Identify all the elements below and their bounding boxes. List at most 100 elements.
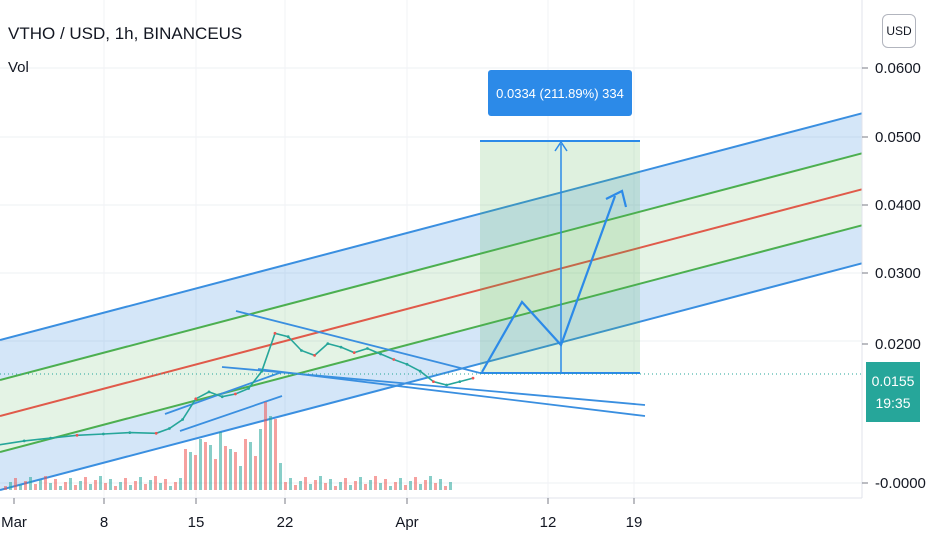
volume-bar-64 [324, 483, 327, 490]
price-point-9 [194, 397, 198, 401]
volume-bar-71 [359, 477, 362, 490]
channel-band-lower [0, 225, 862, 490]
price-point-4 [102, 432, 105, 436]
volume-bar-54 [274, 419, 277, 490]
price-point-25 [405, 362, 409, 366]
projection-arrow-head [605, 189, 628, 208]
volume-bar-84 [424, 480, 427, 490]
volume-bar-22 [114, 486, 117, 490]
bar-countdown: 19:35 [875, 395, 911, 411]
volume-bar-51 [259, 429, 262, 490]
price-point-24 [392, 358, 396, 361]
volume-bar-55 [279, 463, 282, 490]
volume-bar-19 [99, 476, 102, 490]
volume-bar-31 [159, 483, 162, 490]
volume-bar-53 [269, 416, 272, 490]
currency-button[interactable]: USD [882, 14, 916, 48]
symbol-title: VTHO / USD, 1h, BINANCEUS [8, 24, 243, 43]
price-point-6 [154, 431, 158, 435]
volume-bar-32 [164, 479, 167, 490]
volume-bar-41 [209, 445, 212, 490]
volume-bar-62 [314, 480, 317, 490]
volume-bar-86 [434, 483, 437, 490]
volume-bar-39 [199, 439, 202, 490]
volume-bar-56 [284, 482, 287, 490]
volume-bar-59 [299, 481, 302, 490]
y-tick-label-1: 0.0500 [875, 129, 921, 146]
volume-bar-58 [294, 485, 297, 490]
volume-bar-50 [254, 456, 257, 490]
volume-bar-82 [414, 477, 417, 490]
price-point-3 [75, 433, 79, 437]
volume-bar-37 [189, 452, 192, 490]
y-tick-label-2: 0.0400 [875, 197, 921, 214]
measure-arrow-head [554, 140, 568, 152]
last-price-tag: 0.0155 19:35 [866, 362, 920, 422]
price-point-27 [432, 380, 435, 383]
trendline-3 [164, 371, 283, 415]
price-point-15 [273, 331, 277, 335]
volume-bar-15 [79, 481, 82, 490]
volume-bar-0 [4, 486, 7, 490]
price-point-10 [207, 390, 211, 394]
volume-bar-76 [384, 479, 387, 490]
x-tick-label-5: 12 [540, 514, 557, 531]
volume-bar-85 [429, 476, 432, 490]
volume-bar-18 [94, 480, 97, 490]
volume-bar-16 [84, 477, 87, 490]
volume-bar-66 [334, 486, 337, 490]
volume-bar-29 [149, 480, 152, 490]
price-point-11 [220, 395, 224, 399]
volume-bar-7 [39, 480, 42, 490]
y-tick-label-4: 0.0200 [875, 336, 921, 353]
volume-bar-9 [49, 483, 52, 490]
volume-bar-27 [139, 477, 142, 490]
price-point-23 [379, 352, 382, 356]
trendline-2 [257, 368, 646, 417]
volume-bar-17 [89, 484, 92, 490]
volume-bar-20 [104, 483, 107, 490]
volume-bar-13 [69, 478, 72, 490]
volume-bar-14 [74, 485, 77, 490]
price-point-16 [286, 335, 290, 339]
volume-bar-52 [264, 402, 267, 490]
volume-bar-38 [194, 455, 197, 490]
channel-line-lower [0, 224, 863, 453]
price-point-17 [300, 349, 303, 352]
price-point-21 [352, 351, 356, 354]
volume-bar-44 [224, 446, 227, 490]
channel-line-upper [0, 152, 863, 381]
volume-bar-89 [449, 482, 452, 490]
volume-bar-43 [219, 432, 222, 490]
volume-bar-75 [379, 483, 382, 490]
price-point-13 [247, 387, 251, 390]
price-point-22 [366, 347, 369, 350]
volume-bar-23 [119, 482, 122, 490]
price-point-20 [339, 345, 343, 349]
volume-bar-1 [9, 482, 12, 490]
volume-bar-45 [229, 449, 232, 490]
volume-bar-21 [109, 479, 112, 490]
volume-bar-35 [179, 478, 182, 490]
volume-bar-73 [369, 480, 372, 490]
volume-indicator-label[interactable]: Vol [8, 59, 29, 76]
volume-bar-5 [29, 477, 32, 490]
volume-bar-87 [439, 479, 442, 490]
volume-bar-78 [394, 482, 397, 490]
trendline-4 [179, 395, 283, 432]
price-point-1 [22, 439, 26, 443]
volume-bar-30 [154, 476, 157, 490]
volume-bar-47 [239, 466, 242, 490]
volume-bar-6 [34, 484, 37, 490]
price-point-8 [181, 418, 185, 421]
y-tick-label-0: 0.0600 [875, 60, 921, 77]
volume-bar-28 [144, 484, 147, 490]
volume-bar-42 [214, 459, 217, 490]
volume-bar-36 [184, 449, 187, 490]
price-point-30 [471, 376, 475, 380]
last-price: 0.0155 [871, 373, 915, 389]
price-point-29 [458, 380, 462, 383]
volume-bar-79 [399, 478, 402, 490]
volume-bar-72 [364, 484, 367, 490]
